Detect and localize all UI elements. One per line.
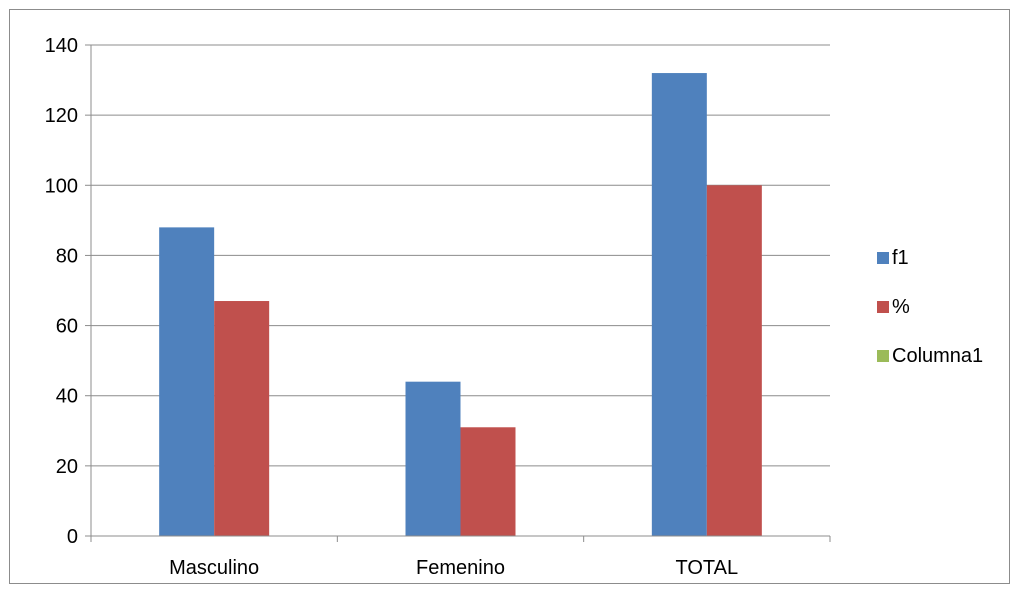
legend-swatch-percent	[877, 301, 889, 313]
bars	[159, 73, 762, 537]
bar-f1-masculino	[159, 227, 215, 536]
bar-f1-femenino	[405, 381, 461, 536]
legend-swatch-f1	[877, 252, 889, 264]
bar-percent-total	[706, 185, 762, 537]
y-tick-labels: 0 20 40 60 80 100 120 140	[45, 35, 78, 548]
chart-frame: 0 20 40 60 80 100 120 140 Masculino Femenino TOTA…	[9, 9, 1010, 584]
y-tick-label: 140	[45, 35, 78, 57]
bar-chart: 0 20 40 60 80 100 120 140 Masculino Femenino TOTA…	[45, 35, 984, 579]
bar-percent-femenino	[460, 427, 516, 536]
y-tick-label: 40	[56, 386, 78, 408]
bar-f1-total	[651, 73, 707, 537]
y-tick-label: 120	[45, 105, 78, 127]
y-tick-label: 80	[56, 245, 78, 267]
y-tick-label: 20	[56, 456, 78, 478]
x-tick-labels: Masculino Femenino TOTAL	[169, 557, 738, 579]
bar-percent-masculino	[214, 301, 270, 536]
x-tick-label-total: TOTAL	[676, 557, 739, 579]
legend-swatch-columna1	[877, 350, 889, 362]
y-tick-label: 0	[67, 526, 78, 548]
legend-label-f1: f1	[892, 247, 909, 269]
y-tick-label: 60	[56, 316, 78, 338]
x-tick-label-masculino: Masculino	[169, 557, 259, 579]
x-tick-label-femenino: Femenino	[416, 557, 505, 579]
legend-label-columna1: Columna1	[892, 345, 983, 367]
y-tick-label: 100	[45, 175, 78, 197]
legend: f1% Columna1	[877, 247, 983, 367]
legend-label-percent: %	[892, 296, 910, 318]
axes	[85, 44, 831, 542]
